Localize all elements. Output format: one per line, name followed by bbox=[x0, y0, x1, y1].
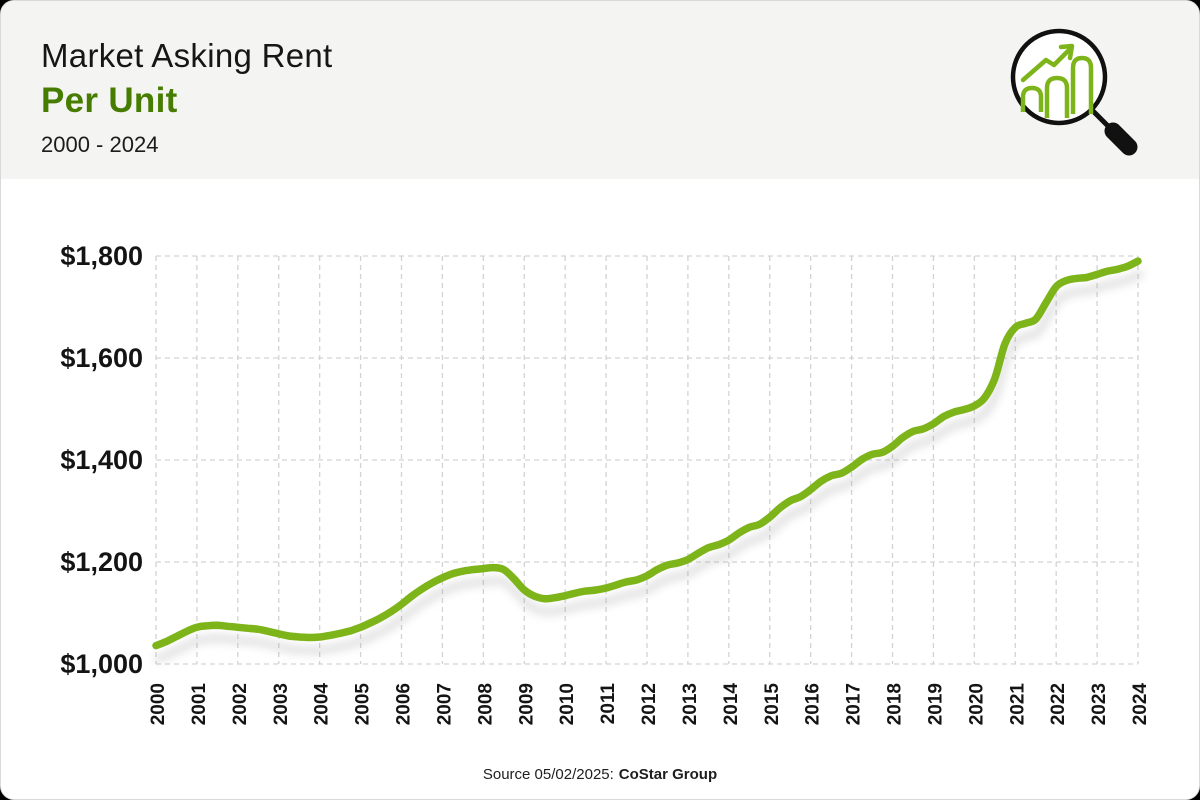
x-axis-labels: 2000 2001 2002 2003 2004 2005 2006 2007 2008 2009… bbox=[148, 683, 1151, 726]
x-tick-label: 2019 bbox=[925, 683, 946, 725]
x-tick-label: 2020 bbox=[966, 683, 987, 725]
x-tick-label: 2021 bbox=[1007, 683, 1028, 726]
y-tick-label: $1,600 bbox=[60, 343, 143, 373]
date-range: 2000 - 2024 bbox=[41, 132, 159, 157]
magnifier-handle-grip bbox=[1104, 122, 1138, 156]
x-tick-label: 2017 bbox=[844, 683, 865, 725]
icon-bars bbox=[1020, 55, 1094, 118]
chart-gridlines bbox=[155, 255, 1139, 665]
page-title: Market Asking Rent bbox=[41, 37, 333, 74]
x-tick-label: 2024 bbox=[1130, 683, 1151, 726]
x-tick-label: 2004 bbox=[312, 683, 333, 726]
icon-bar-medium bbox=[1044, 75, 1070, 118]
icon-bar-small bbox=[1020, 85, 1044, 112]
page-subtitle: Per Unit bbox=[41, 81, 178, 120]
source-note: Source 05/02/2025: CoStar Group bbox=[1, 766, 1199, 783]
x-tick-label: 2000 bbox=[148, 683, 169, 725]
x-tick-label: 2018 bbox=[885, 683, 906, 725]
report-header: Market Asking Rent Per Unit 2000 - 2024 bbox=[1, 1, 1199, 179]
icon-trend-arrow bbox=[1020, 43, 1075, 83]
x-tick-label: 2022 bbox=[1048, 683, 1069, 725]
x-tick-label: 2003 bbox=[271, 683, 292, 725]
y-tick-label: $1,000 bbox=[60, 649, 143, 679]
y-axis-labels: $1,000 $1,200 $1,400 $1,600 $1,800 bbox=[60, 241, 143, 679]
x-tick-label: 2016 bbox=[803, 683, 824, 725]
source-prefix: Source 05/02/2025: bbox=[482, 766, 614, 783]
x-tick-label: 2005 bbox=[353, 683, 374, 726]
y-tick-label: $1,800 bbox=[60, 241, 143, 271]
x-tick-label: 2014 bbox=[721, 683, 742, 726]
icon-bar-tall bbox=[1070, 55, 1094, 114]
y-tick-label: $1,200 bbox=[60, 547, 143, 577]
rent-line-shadow bbox=[154, 270, 1144, 663]
x-tick-label: 2001 bbox=[189, 683, 210, 726]
x-tick-label: 2008 bbox=[475, 683, 496, 725]
x-tick-label: 2011 bbox=[598, 683, 619, 725]
magnifier-bar-chart-icon bbox=[1010, 28, 1138, 156]
x-tick-label: 2006 bbox=[394, 683, 415, 725]
x-tick-label: 2013 bbox=[680, 683, 701, 725]
x-tick-label: 2002 bbox=[230, 683, 251, 725]
source-name: CoStar Group bbox=[618, 766, 718, 783]
y-tick-label: $1,400 bbox=[60, 445, 143, 475]
x-tick-label: 2015 bbox=[762, 683, 783, 726]
rent-line bbox=[152, 257, 1142, 650]
x-tick-label: 2010 bbox=[557, 683, 578, 725]
magnifier-handle-line bbox=[1089, 107, 1110, 128]
x-tick-label: 2007 bbox=[434, 683, 455, 725]
x-tick-label: 2023 bbox=[1089, 683, 1110, 725]
x-tick-label: 2009 bbox=[516, 683, 537, 725]
x-tick-label: 2012 bbox=[639, 683, 660, 725]
